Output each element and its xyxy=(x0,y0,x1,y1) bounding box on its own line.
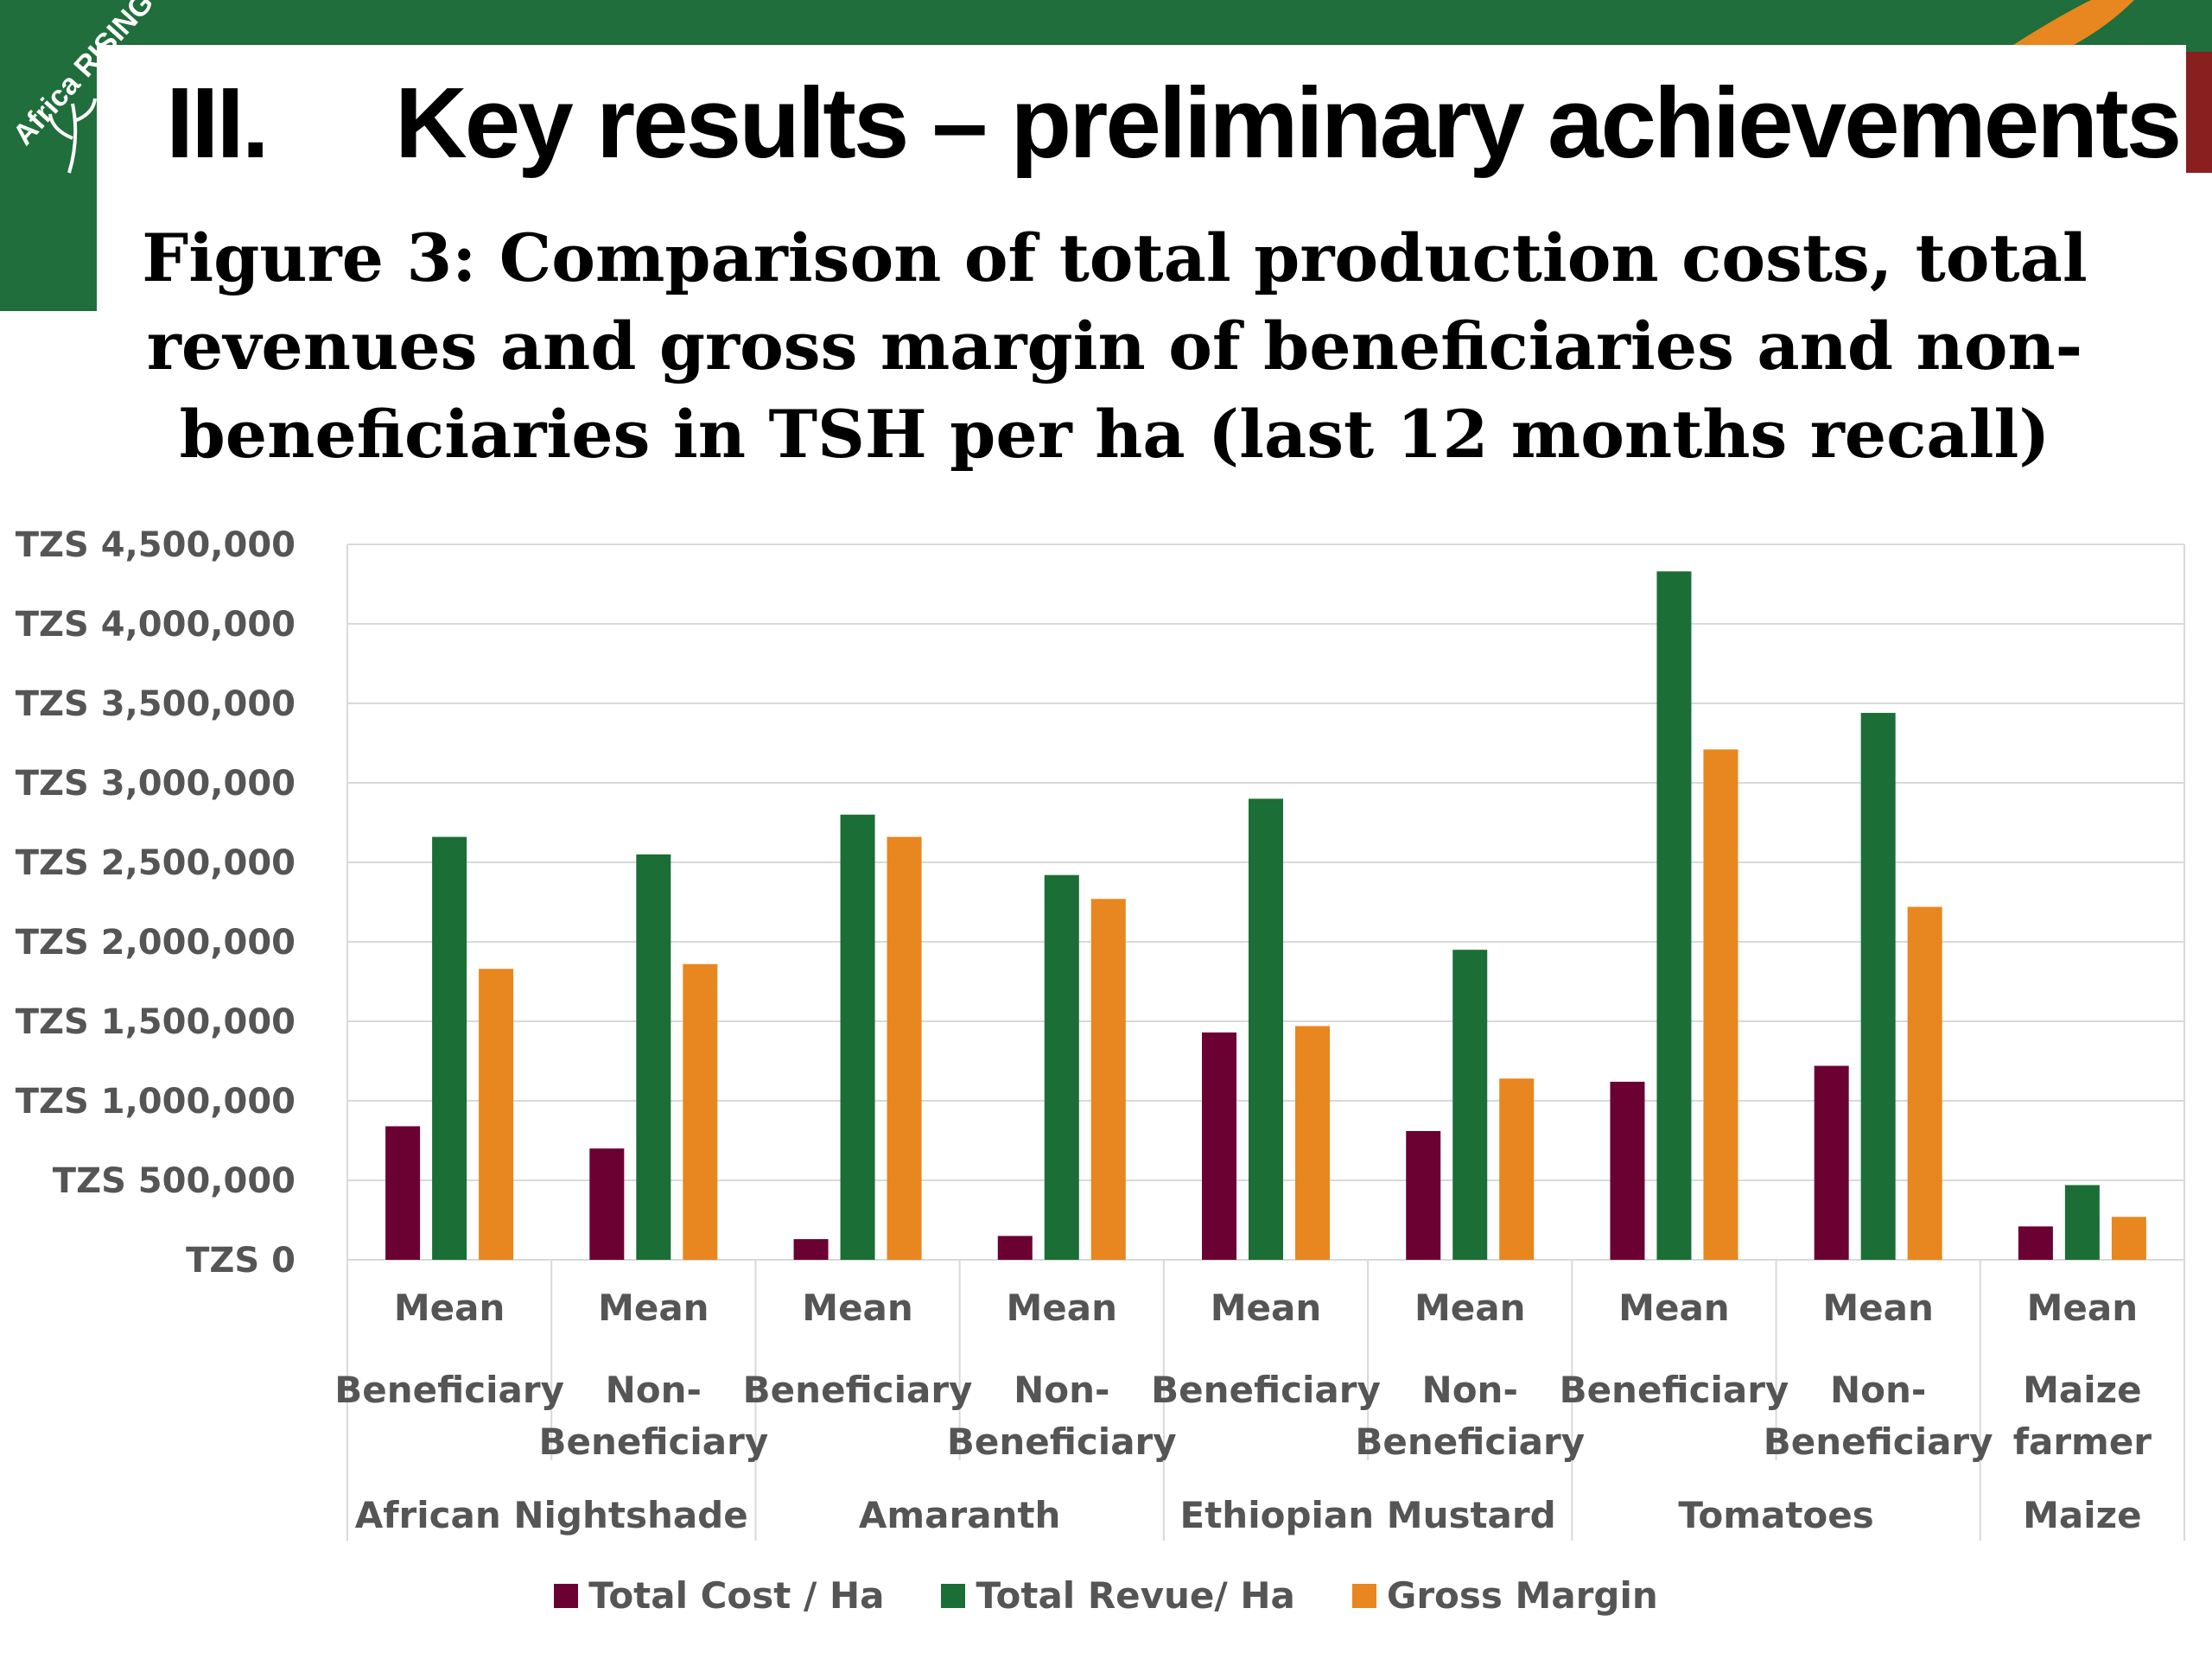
x-crop-label: Tomatoes xyxy=(1678,1494,1873,1536)
x-group-label: Beneficiary xyxy=(538,1421,768,1463)
x-stat-label: Mean xyxy=(598,1287,709,1329)
x-group-label: Beneficiary xyxy=(1764,1421,1993,1463)
bar xyxy=(479,969,514,1260)
x-stat-label: Mean xyxy=(1414,1287,1526,1329)
x-group-label: Beneficiary xyxy=(334,1369,564,1411)
bar xyxy=(2064,1185,2100,1260)
legend-swatch-gross-margin xyxy=(1351,1583,1376,1608)
bar xyxy=(840,814,875,1260)
y-tick-label: TZS 1,000,000 xyxy=(16,1082,296,1122)
bar xyxy=(636,854,671,1260)
bar xyxy=(1907,906,1942,1260)
bar xyxy=(793,1239,829,1260)
figure-title: Figure 3: Comparison of total production… xyxy=(138,214,2091,479)
legend-swatch-total-cost xyxy=(554,1583,579,1608)
x-stat-label: Mean xyxy=(802,1287,913,1329)
bar xyxy=(683,963,718,1260)
x-group-label: Beneficiary xyxy=(1151,1369,1381,1411)
legend-swatch-total-revenue xyxy=(941,1583,966,1608)
bar xyxy=(1202,1032,1236,1260)
figure-title-line: revenues and gross margin of beneficiari… xyxy=(146,308,2083,385)
x-group-label: Beneficiary xyxy=(947,1421,1177,1463)
y-tick-label: TZS 3,500,000 xyxy=(16,684,296,724)
bar xyxy=(1610,1081,1645,1260)
bar xyxy=(1703,749,1738,1260)
legend-item-total-revenue: Total Revue/ Ha xyxy=(941,1574,1295,1617)
chart-legend: Total Cost / Ha Total Revue/ Ha Gross Ma… xyxy=(0,1574,2212,1617)
bar xyxy=(432,836,467,1260)
bar xyxy=(2018,1226,2053,1260)
bar xyxy=(2111,1217,2146,1260)
x-group-label: Non- xyxy=(1014,1369,1109,1411)
logo-plant-icon xyxy=(48,98,97,174)
bar xyxy=(1499,1078,1535,1260)
bar xyxy=(1860,713,1896,1260)
x-crop-label: African Nightshade xyxy=(355,1494,748,1536)
bar xyxy=(1295,1026,1330,1260)
bar xyxy=(887,836,922,1260)
x-group-label: Beneficiary xyxy=(1355,1421,1585,1463)
x-stat-label: Mean xyxy=(1211,1287,1322,1329)
bar xyxy=(1044,874,1079,1260)
legend-label-gross-margin: Gross Margin xyxy=(1386,1574,1658,1617)
figure-title-line: Figure 3: Comparison of total production… xyxy=(142,219,2088,296)
bar xyxy=(589,1148,625,1260)
y-tick-label: TZS 3,000,000 xyxy=(16,764,296,804)
x-stat-label: Mean xyxy=(1618,1287,1730,1329)
bar xyxy=(385,1126,421,1260)
bar xyxy=(1814,1065,1849,1260)
section-number: III. xyxy=(166,67,270,179)
legend-label-total-cost: Total Cost / Ha xyxy=(588,1574,885,1617)
slide-title: III. Key results – preliminary achieveme… xyxy=(97,45,2186,200)
legend-item-total-cost: Total Cost / Ha xyxy=(554,1574,884,1617)
x-group-label: Beneficiary xyxy=(1560,1369,1789,1411)
x-stat-label: Mean xyxy=(2027,1287,2139,1329)
x-stat-label: Mean xyxy=(1822,1287,1934,1329)
bar-chart: TZS 0 TZS 500,000 TZS 1,000,000 TZS 1,500,0… xyxy=(16,525,2185,1541)
y-tick-label: TZS 4,000,000 xyxy=(16,605,296,645)
bar xyxy=(1090,899,1126,1260)
x-group-label: Non- xyxy=(1422,1369,1518,1411)
x-group-label: Maize xyxy=(2023,1369,2141,1411)
x-group-label: Non- xyxy=(606,1369,702,1411)
y-tick-label: TZS 2,500,000 xyxy=(16,843,296,883)
x-group-label: Non- xyxy=(1830,1369,1926,1411)
bar xyxy=(1249,798,1283,1260)
x-group-label: Beneficiary xyxy=(743,1369,973,1411)
x-crop-label: Amaranth xyxy=(859,1494,1061,1536)
banner-dark-edge xyxy=(2186,52,2212,173)
bar xyxy=(1656,571,1692,1260)
x-crop-label: Maize xyxy=(2023,1494,2141,1536)
bar xyxy=(1406,1130,1441,1260)
y-tick-label: TZS 4,500,000 xyxy=(16,525,296,565)
legend-item-gross-margin: Gross Margin xyxy=(1351,1574,1658,1617)
legend-label-total-revenue: Total Revue/ Ha xyxy=(976,1574,1295,1617)
y-tick-label: TZS 1,500,000 xyxy=(16,1002,296,1042)
banner-orange-swoosh xyxy=(2013,0,2134,45)
section-title: Key results – preliminary achievements xyxy=(395,67,2182,179)
figure-title-line: beneficiaries in TSH per ha (last 12 mon… xyxy=(179,396,2050,473)
x-group-label: farmer xyxy=(2013,1421,2152,1463)
bar xyxy=(997,1236,1033,1260)
y-tick-label: TZS 0 xyxy=(186,1241,296,1281)
bar xyxy=(1452,950,1488,1260)
x-stat-label: Mean xyxy=(394,1287,505,1329)
y-tick-label: TZS 2,000,000 xyxy=(16,923,296,963)
banner-green-band xyxy=(0,0,2212,311)
x-stat-label: Mean xyxy=(1007,1287,1118,1329)
y-tick-label: TZS 500,000 xyxy=(53,1161,296,1201)
x-crop-label: Ethiopian Mustard xyxy=(1180,1494,1556,1536)
